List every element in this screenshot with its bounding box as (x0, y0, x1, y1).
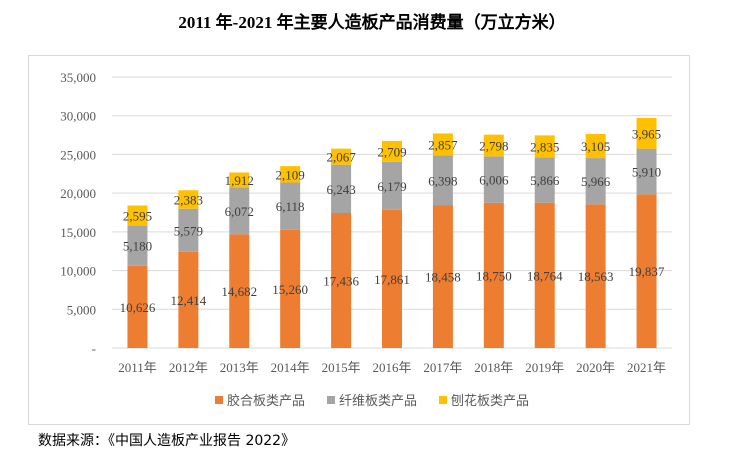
y-tick-label: - (92, 341, 96, 356)
data-label: 6,118 (276, 199, 305, 214)
bar-segment (382, 209, 402, 348)
data-label: 1,912 (225, 173, 254, 188)
bar-segment (483, 156, 504, 203)
legend-swatch (215, 396, 223, 404)
data-label: 5,910 (632, 165, 661, 180)
x-tick-label: 2013年 (220, 360, 259, 375)
bar-segment (178, 251, 199, 348)
bar-segment (382, 161, 402, 210)
bar-segment (636, 148, 657, 195)
bar-segment (331, 148, 352, 165)
data-label: 18,764 (527, 268, 563, 283)
data-label: 2,857 (428, 137, 458, 152)
x-tick-label: 2016年 (372, 360, 411, 375)
bar-segment (585, 158, 606, 205)
x-tick-label: 2018年 (474, 360, 513, 375)
data-label: 2,067 (326, 150, 356, 165)
x-tick-label: 2019年 (525, 360, 564, 375)
data-label: 2,835 (530, 139, 559, 154)
x-tick-label: 2020年 (576, 360, 615, 375)
data-label: 5,180 (123, 239, 152, 254)
data-label: 12,414 (170, 293, 206, 308)
y-tick-label: 35,000 (60, 70, 96, 85)
x-tick-label: 2014年 (271, 360, 310, 375)
bar-segment (178, 190, 199, 209)
data-label: 6,243 (326, 182, 355, 197)
bar-segment (127, 205, 148, 226)
data-label: 3,105 (581, 139, 610, 154)
bar-segment (432, 133, 453, 156)
data-label: 6,398 (428, 173, 457, 188)
data-label: 14,682 (221, 284, 257, 299)
bar-segment (585, 134, 606, 159)
bar-segment (585, 204, 606, 348)
data-label: 6,072 (225, 204, 254, 219)
data-label: 2,709 (377, 144, 406, 159)
bar-segment (127, 225, 148, 266)
data-label: 5,579 (174, 223, 203, 238)
data-label: 17,861 (374, 272, 410, 287)
bar-segment (127, 265, 148, 348)
bar-segment (534, 135, 555, 158)
bar-segment (636, 194, 657, 348)
y-tick-label: 10,000 (60, 264, 96, 279)
bar-segment (178, 208, 199, 252)
data-label: 6,179 (377, 179, 406, 194)
data-label: 18,458 (425, 270, 461, 285)
x-tick-label: 2021年 (627, 360, 666, 375)
legend-label: 刨花板类产品 (451, 393, 529, 409)
bar-segment (432, 205, 453, 348)
bar-segment (280, 182, 301, 230)
bar-segment (636, 117, 657, 149)
data-label: 10,626 (120, 300, 156, 315)
bar-segment (229, 234, 250, 348)
source-note: 数据来源：《中国人造板产业报告 2022》 (38, 433, 296, 449)
legend-label: 胶合板类产品 (227, 393, 305, 409)
x-tick-label: 2015年 (322, 360, 361, 375)
bar-segment (483, 134, 504, 157)
bar-segment (534, 202, 555, 348)
bar-segment (280, 229, 301, 348)
y-tick-label: 25,000 (60, 147, 96, 162)
data-label: 3,965 (632, 126, 661, 141)
bar-segment (534, 157, 555, 203)
x-tick-label: 2012年 (169, 360, 208, 375)
bar-segment (483, 202, 504, 348)
y-tick-label: 5,000 (67, 302, 96, 317)
y-tick-label: 30,000 (60, 109, 96, 124)
data-label: 2,595 (123, 209, 152, 224)
data-label: 18,563 (578, 269, 614, 284)
chart-frame (28, 55, 690, 425)
data-label: 15,260 (272, 282, 308, 297)
legend-swatch (439, 396, 447, 404)
data-label: 6,006 (479, 173, 509, 188)
bar-segment (229, 187, 250, 235)
chart-title: 2011 年-2021 年主要人造板产品消费量（万立方米） (178, 13, 566, 32)
data-label: 18,750 (476, 268, 512, 283)
x-tick-label: 2017年 (423, 360, 462, 375)
data-label: 17,436 (323, 273, 359, 288)
legend-label: 纤维板类产品 (339, 394, 417, 409)
bar-segment (382, 140, 402, 162)
data-label: 5,966 (581, 174, 611, 189)
legend-swatch (327, 396, 335, 404)
data-label: 2,798 (479, 138, 508, 153)
bar-segment (331, 212, 352, 348)
y-tick-label: 15,000 (60, 225, 96, 240)
bar-segment (432, 155, 453, 206)
data-label: 2,109 (276, 167, 305, 182)
bar-segment (331, 164, 352, 213)
y-tick-label: 20,000 (60, 186, 96, 201)
data-label: 2,383 (174, 192, 203, 207)
bar-segment (229, 172, 250, 188)
data-label: 5,866 (530, 173, 560, 188)
bar-segment (280, 166, 301, 183)
x-tick-label: 2011年 (118, 360, 157, 375)
data-label: 19,837 (629, 264, 665, 279)
